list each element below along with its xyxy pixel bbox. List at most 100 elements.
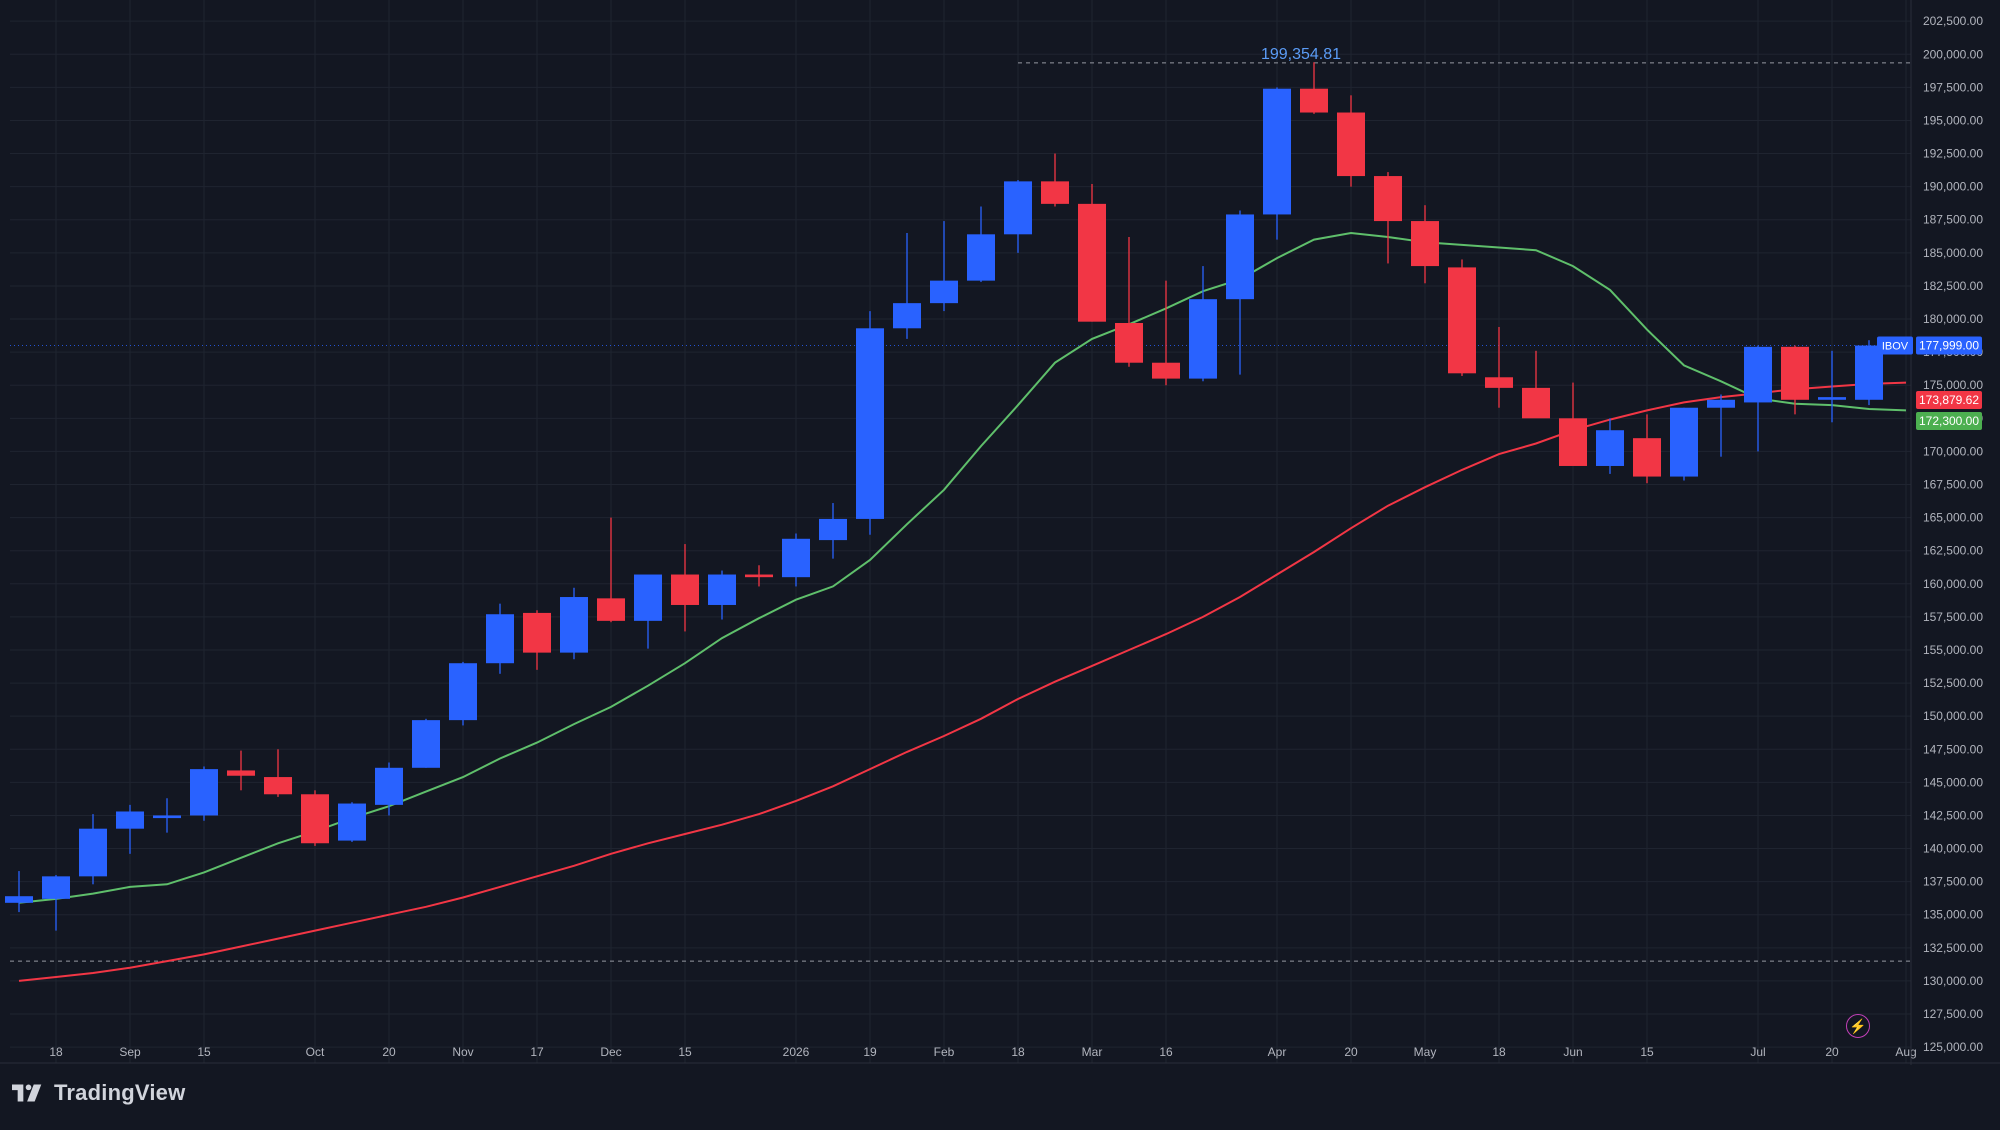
y-tick-label: 182,500.00 xyxy=(1923,279,1983,293)
candle-body xyxy=(967,234,995,281)
candle-body xyxy=(116,811,144,829)
y-tick-label: 127,500.00 xyxy=(1923,1007,1983,1021)
candle-body xyxy=(1559,418,1587,466)
brand-name: TradingView xyxy=(54,1080,186,1105)
candle-body xyxy=(1189,299,1217,379)
x-tick-label: May xyxy=(1414,1045,1437,1059)
ma-slow-price-tag-bg xyxy=(1916,391,1982,410)
x-tick-label: 18 xyxy=(49,1045,63,1059)
candle-body xyxy=(375,767,403,805)
y-tick-label: 180,000.00 xyxy=(1923,312,1983,326)
candle-body xyxy=(42,876,70,899)
candle-body xyxy=(708,574,736,605)
y-tick-label: 157,500.00 xyxy=(1923,610,1983,624)
ma-fast-price-tag: 172,300.00 xyxy=(1919,414,1979,428)
tradingview-brand[interactable]: TradingView xyxy=(12,1080,185,1106)
candle-body xyxy=(153,815,181,819)
candle-body xyxy=(1818,397,1846,400)
y-tick-label: 132,500.00 xyxy=(1923,941,1983,955)
moving-average-slow xyxy=(18,381,1907,982)
x-tick-label: Dec xyxy=(600,1045,621,1059)
candle-body xyxy=(1411,221,1439,267)
x-tick-label: 20 xyxy=(1825,1045,1839,1059)
x-tick-label: 19 xyxy=(863,1045,877,1059)
tradingview-logo-icon xyxy=(12,1084,42,1102)
y-tick-label: 202,500.00 xyxy=(1923,14,1983,28)
candle-body xyxy=(1781,346,1809,400)
candle-body xyxy=(930,280,958,304)
ma-fast-price-tag-bg xyxy=(1916,411,1982,430)
y-tick-label: 167,500.00 xyxy=(1923,478,1983,492)
x-tick-label: 18 xyxy=(1011,1045,1025,1059)
x-tick-label: 16 xyxy=(1159,1045,1173,1059)
candle-body xyxy=(1004,181,1032,235)
x-tick-label: Sep xyxy=(119,1045,141,1059)
y-tick-label: 152,500.00 xyxy=(1923,676,1983,690)
lightning-icon[interactable]: ⚡ xyxy=(1846,1014,1870,1038)
y-tick-label: 165,000.00 xyxy=(1923,511,1983,525)
x-tick-label: 2026 xyxy=(783,1045,810,1059)
candle-body xyxy=(560,597,588,653)
last-price-tag-bg xyxy=(1916,336,1982,355)
symbol-tag-bg xyxy=(1877,336,1913,355)
candle-body xyxy=(1300,88,1328,113)
y-tick-label: 195,000.00 xyxy=(1923,113,1983,127)
x-tick-label: Feb xyxy=(934,1045,955,1059)
candle-body xyxy=(893,303,921,329)
candle-body xyxy=(264,777,292,795)
x-tick-label: 20 xyxy=(1344,1045,1358,1059)
y-tick-label: 142,500.00 xyxy=(1923,808,1983,822)
candle-body xyxy=(227,770,255,776)
candle-body xyxy=(1337,112,1365,177)
y-tick-label: 162,500.00 xyxy=(1923,544,1983,558)
candle-body xyxy=(1448,267,1476,374)
candle-body xyxy=(1596,430,1624,466)
candle-body xyxy=(449,663,477,721)
moving-average-fast xyxy=(18,231,1907,904)
candle-body xyxy=(301,794,329,844)
x-tick-label: Mar xyxy=(1082,1045,1103,1059)
y-tick-label: 155,000.00 xyxy=(1923,643,1983,657)
ma-slow-price-tag: 173,879.62 xyxy=(1919,393,1979,407)
last-price-tag: 177,999.00 xyxy=(1919,339,1979,353)
y-tick-label: 170,000.00 xyxy=(1923,444,1983,458)
candle-body xyxy=(5,896,33,903)
y-tick-label: 192,500.00 xyxy=(1923,147,1983,161)
y-tick-label: 135,000.00 xyxy=(1923,908,1983,922)
y-tick-label: 185,000.00 xyxy=(1923,246,1983,260)
x-tick-label: 18 xyxy=(1492,1045,1506,1059)
y-tick-label: 190,000.00 xyxy=(1923,180,1983,194)
all-time-high-label: 199,354.81 xyxy=(1261,46,1341,63)
candle-body xyxy=(1226,214,1254,300)
y-tick-label: 175,000.00 xyxy=(1923,378,1983,392)
y-tick-label: 147,500.00 xyxy=(1923,742,1983,756)
x-tick-label: Oct xyxy=(306,1045,325,1059)
candle-body xyxy=(1855,345,1883,400)
y-tick-label: 187,500.00 xyxy=(1923,213,1983,227)
candle-body xyxy=(782,538,810,578)
candle-body xyxy=(1115,323,1143,363)
y-tick-label: 125,000.00 xyxy=(1923,1040,1983,1054)
candle-body xyxy=(190,769,218,816)
y-tick-label: 160,000.00 xyxy=(1923,577,1983,591)
x-tick-label: Apr xyxy=(1268,1045,1287,1059)
x-tick-label: Jun xyxy=(1563,1045,1582,1059)
candle-body xyxy=(79,828,107,877)
x-tick-label: Aug xyxy=(1895,1045,1916,1059)
candle-body xyxy=(1670,407,1698,477)
candle-body xyxy=(486,614,514,664)
candle-body xyxy=(338,803,366,841)
y-tick-label: 197,500.00 xyxy=(1923,80,1983,94)
candle-body xyxy=(1707,399,1735,408)
candle-body xyxy=(671,574,699,605)
y-tick-label: 150,000.00 xyxy=(1923,709,1983,723)
x-tick-label: Nov xyxy=(452,1045,473,1059)
y-tick-label: 130,000.00 xyxy=(1923,974,1983,988)
candle-body xyxy=(1041,181,1069,204)
x-tick-label: 15 xyxy=(678,1045,692,1059)
y-tick-label: 137,500.00 xyxy=(1923,875,1983,889)
x-tick-label: 15 xyxy=(1640,1045,1654,1059)
candle-body xyxy=(856,328,884,519)
